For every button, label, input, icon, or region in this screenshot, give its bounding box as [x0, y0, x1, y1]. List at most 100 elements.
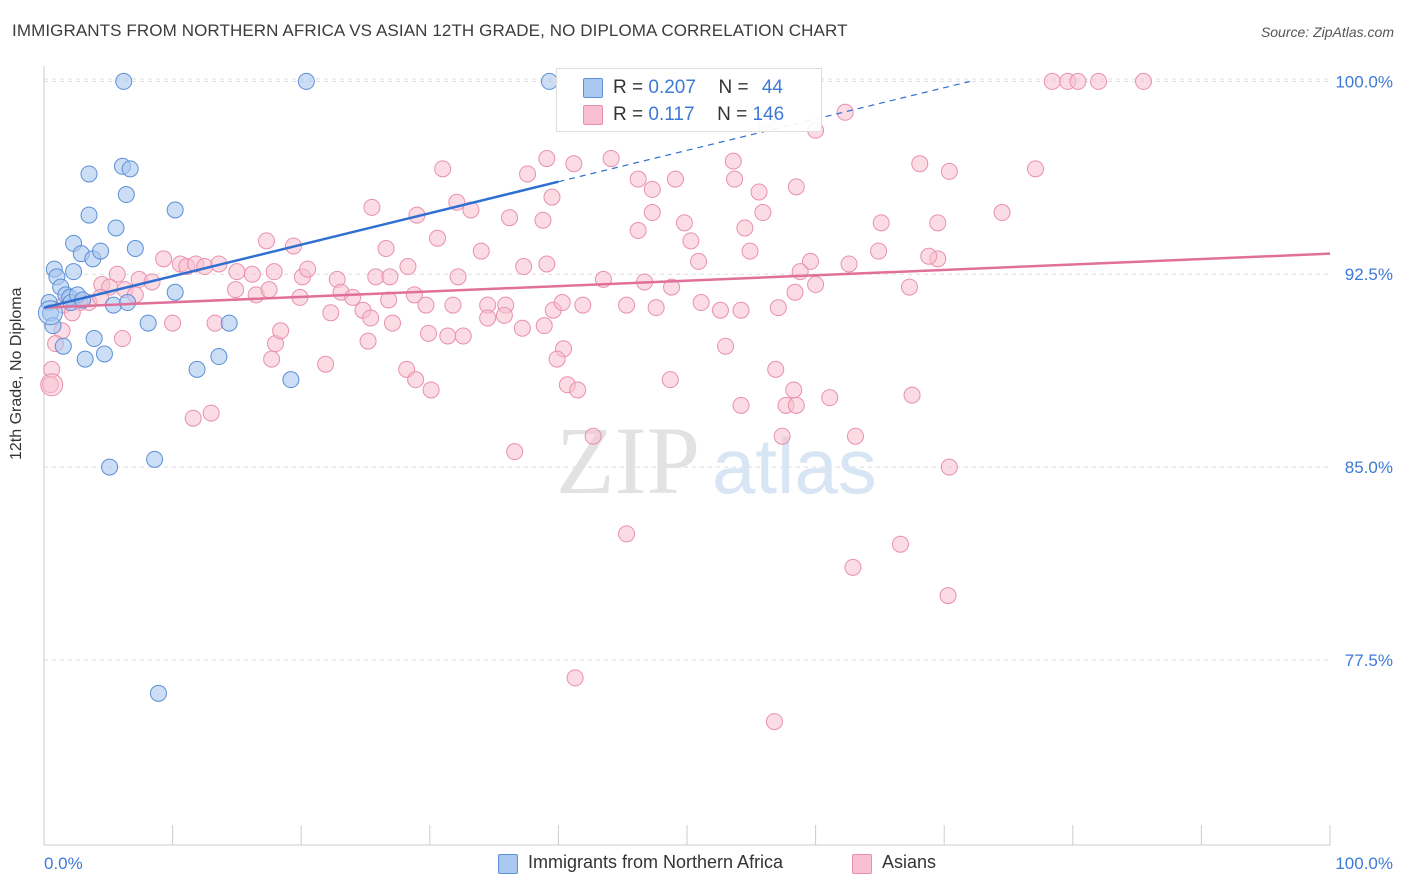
asians-trend-line [43, 252, 1331, 309]
asians-point [1069, 72, 1087, 90]
asians-point [260, 281, 278, 299]
asians-point [501, 209, 519, 227]
asians-point [164, 314, 182, 332]
asians-point [422, 381, 440, 399]
asians-point [846, 427, 864, 445]
northern-africa-point [121, 160, 139, 178]
northern-africa-point [146, 450, 164, 468]
asians-point [903, 386, 921, 404]
asians-point [736, 219, 754, 237]
legend-r-label: R = [613, 77, 649, 98]
asians-point [538, 255, 556, 273]
asians-point [663, 278, 681, 296]
tick-labels: 100.0% 92.5% 85.0% 77.5% 0.0% 100.0% [44, 72, 1393, 873]
asians-point [1135, 72, 1153, 90]
asians-point [1027, 160, 1045, 178]
asians-point [362, 309, 380, 327]
asians-point [754, 204, 772, 222]
asians-point [257, 232, 275, 250]
asians-point [836, 103, 854, 121]
asians-point [750, 183, 768, 201]
asians-point [1043, 72, 1061, 90]
asians-point [155, 250, 173, 268]
asians-point [363, 198, 381, 216]
asians-point [690, 252, 708, 270]
stats-legend: R = 0.207 N = 44 R = 0.117 N = 146 [556, 68, 822, 132]
asians-point [940, 162, 958, 180]
asians-point [495, 306, 513, 324]
asians-point [227, 281, 245, 299]
asians-point [344, 288, 362, 306]
northern-africa-point [210, 348, 228, 366]
asians-point [920, 247, 938, 265]
asians-point [184, 409, 202, 427]
asians-point [602, 150, 620, 168]
northern-africa-point [65, 263, 83, 281]
asians-points [40, 72, 1153, 731]
asians-point [844, 558, 862, 576]
asians-point [506, 443, 524, 461]
axes [43, 66, 1331, 846]
legend-n-value: 146 [752, 104, 785, 125]
asians-point [618, 296, 636, 314]
asians-point [299, 260, 317, 278]
asians-point [807, 276, 825, 294]
asians-point [769, 299, 787, 317]
asians-point [566, 669, 584, 687]
asians-point [732, 396, 750, 414]
northern-africa-point [119, 294, 137, 312]
asians-point [643, 204, 661, 222]
asians-point [569, 381, 587, 399]
asians-point [322, 304, 340, 322]
northern-africa-point [188, 360, 206, 378]
asians-point [534, 211, 552, 229]
northern-africa-point [540, 72, 558, 90]
northern-africa-point [139, 314, 157, 332]
northern-africa-point [166, 201, 184, 219]
asians-point [263, 350, 281, 368]
asians-point [367, 268, 385, 286]
asians-point [359, 332, 377, 350]
asians-point [407, 371, 425, 389]
watermark: ZIP atlas [556, 407, 877, 514]
northern-africa-point [54, 337, 72, 355]
asians-point [543, 188, 561, 206]
northern-africa-point [117, 186, 135, 204]
asians-point [801, 252, 819, 270]
chart-title: IMMIGRANTS FROM NORTHERN AFRICA VS ASIAN… [12, 21, 848, 40]
asians-point [377, 240, 395, 258]
asians-point [449, 268, 467, 286]
asians-point [444, 296, 462, 314]
asians-point [618, 525, 636, 543]
asians-point [429, 229, 447, 247]
y-tick-label: 77.5% [1345, 651, 1393, 670]
asians-point [929, 214, 947, 232]
asians-point [767, 360, 785, 378]
asians-point [891, 535, 909, 553]
asians-point [202, 404, 220, 422]
northern-africa-point [95, 345, 113, 363]
asians-point [732, 301, 750, 319]
legend-n-label: N = [717, 104, 753, 125]
legend-swatch-blue [583, 78, 603, 98]
asians-point [840, 255, 858, 273]
asians-point [472, 242, 490, 260]
asians-point [243, 265, 261, 283]
asians-point [661, 371, 679, 389]
asians-point [454, 327, 472, 345]
asians-point [911, 155, 929, 173]
asians-point [741, 242, 759, 260]
northern-africa-point [76, 350, 94, 368]
asians-point [272, 322, 290, 340]
asians-point [870, 242, 888, 260]
asians-point [113, 330, 131, 348]
gridlines [44, 78, 1330, 661]
asians-point [513, 319, 531, 337]
northern-africa-points [37, 72, 558, 702]
bottom-legend-label: Asians [882, 852, 937, 872]
asians-point [108, 265, 126, 283]
asians-point [765, 713, 783, 731]
northern-africa-point [80, 206, 98, 224]
asians-point [479, 309, 497, 327]
